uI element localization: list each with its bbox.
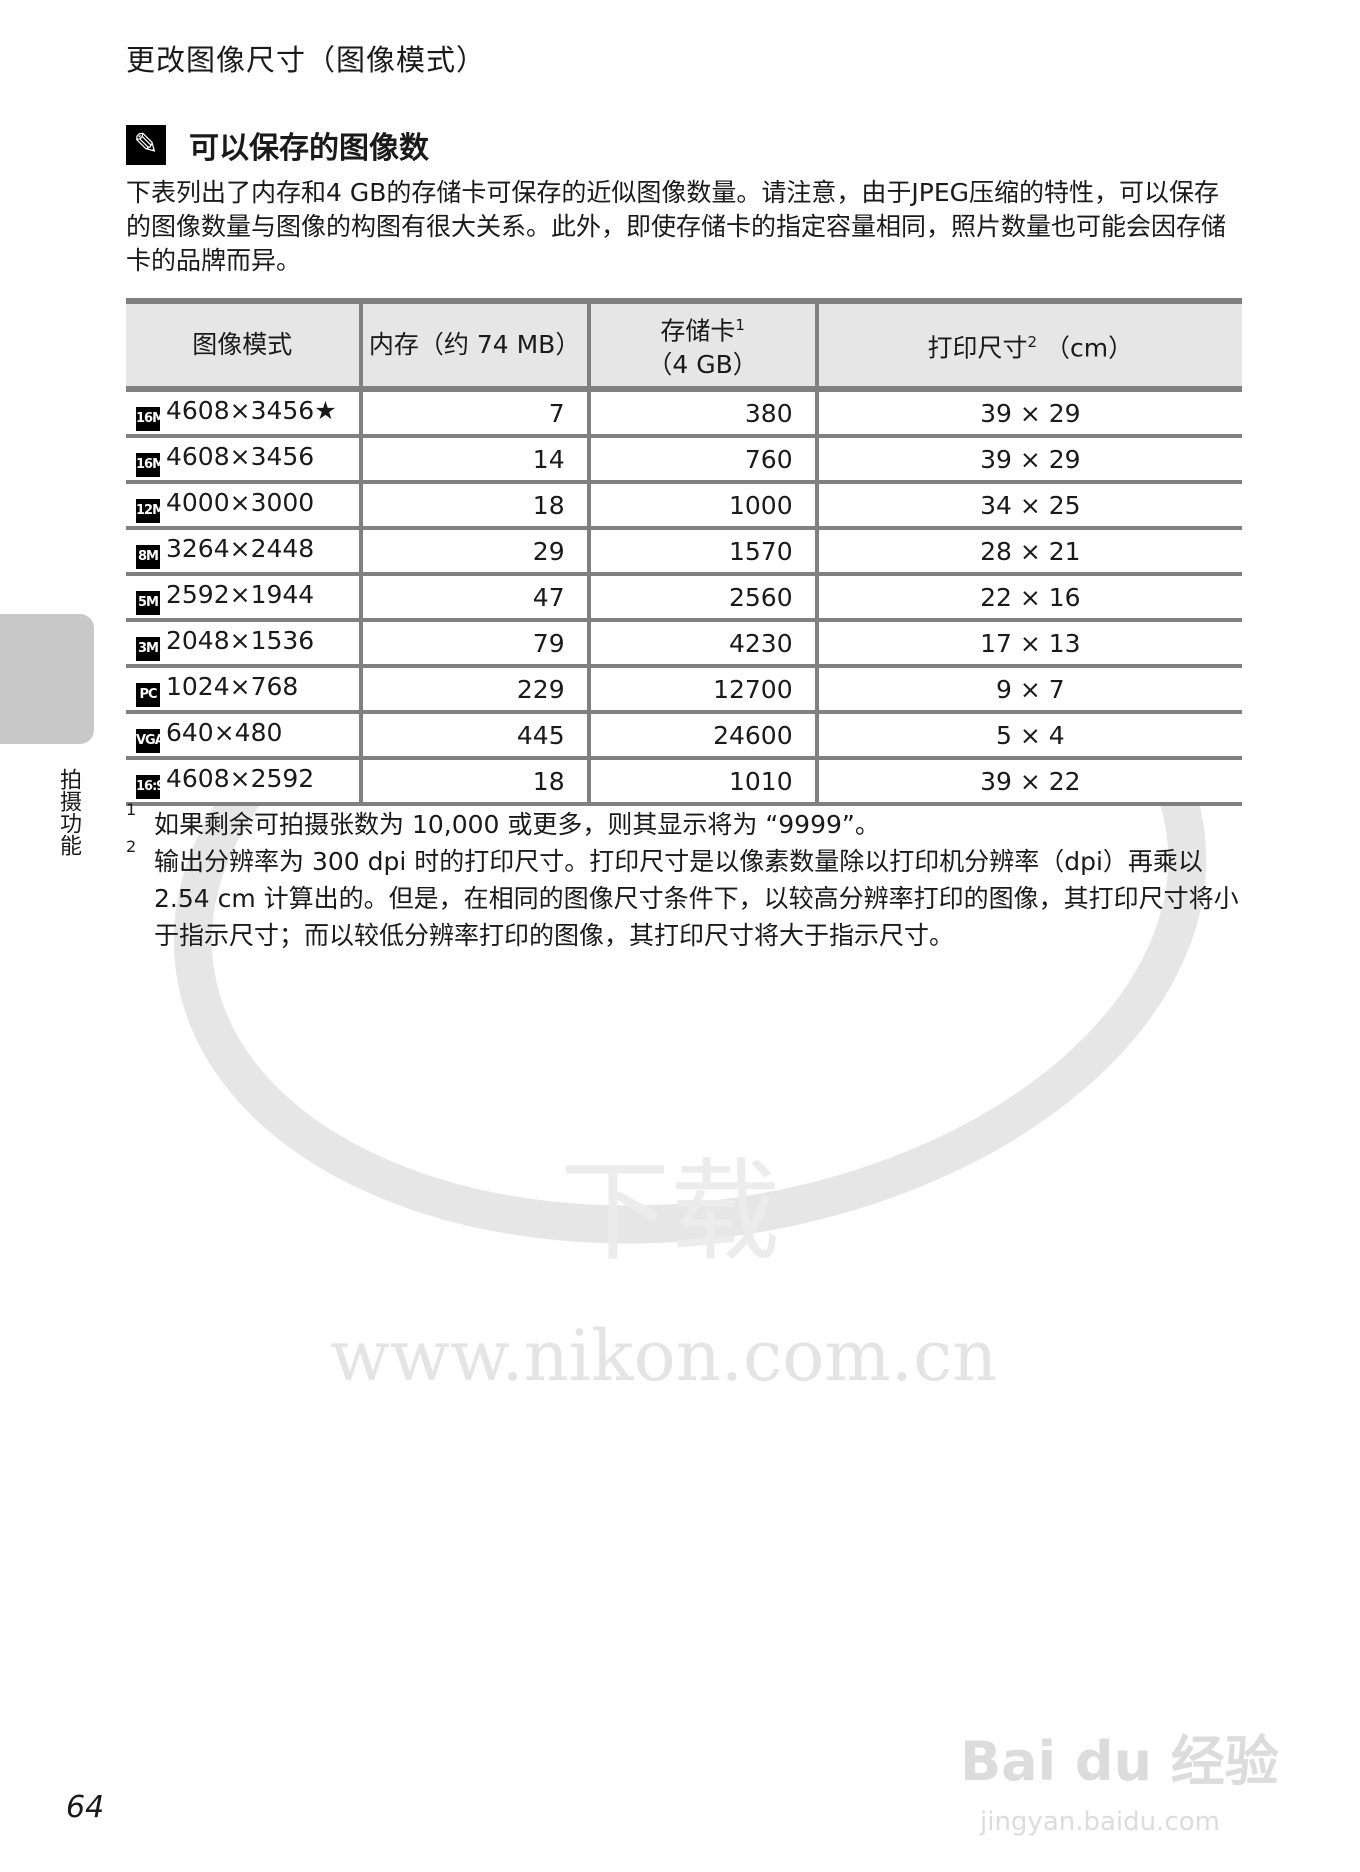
cell-internal: 29 [358,528,589,576]
image-mode-icon: 16M [136,406,165,431]
cell-internal: 229 [358,666,589,714]
mode-label: 2048×1536 [166,625,315,655]
cell-mode: 16M4608×3456 [126,436,361,484]
table-header-row: 图像模式 内存（约 74 MB） 存储卡1 （4 GB） 打印尺寸2 （cm） [126,298,1242,392]
table-row: 3M 2048×1536 79 4230 17 × 13 [126,620,1242,668]
table-row: 8M 3264×2448 29 1570 28 × 21 [126,528,1242,576]
cell-internal: 18 [358,482,589,530]
image-mode-icon: 16:9 [136,774,165,799]
mode-label: 3264×2448 [166,533,315,563]
cell-print-size: 9 × 7 [814,666,1242,714]
cell-internal: 445 [358,712,589,760]
mode-label: 640×480 [166,717,283,747]
page-number: 64 [66,1790,105,1825]
cell-print-size: 34 × 25 [814,482,1242,530]
table-row: VGA640×480 445 24600 5 × 4 [126,712,1242,760]
cell-print-size: 39 × 22 [814,758,1242,806]
cell-mode: 8M 3264×2448 [126,528,361,576]
mode-label: 1024×768 [166,671,299,701]
table-row: 16:94608×2592 18 1010 39 × 22 [126,758,1242,806]
header-card-label: 存储卡 [660,316,736,346]
cell-internal: 79 [358,620,589,668]
cell-card: 760 [586,436,817,484]
cell-card: 24600 [586,712,817,760]
table-row: 5M 2592×1944 47 2560 22 × 16 [126,574,1242,622]
header-print-unit: （cm） [1045,333,1134,363]
mode-label: 2592×1944 [166,579,315,609]
cell-card: 12700 [586,666,817,714]
baidu-url: jingyan.baidu.com [979,1807,1220,1837]
cell-mode: 5M 2592×1944 [126,574,361,622]
header-card: 存储卡1 （4 GB） [586,298,817,392]
cell-mode: VGA640×480 [126,712,361,760]
footnote-text: 如果剩余可拍摄张数为 10,000 或更多，则其显示将为 “9999”。 [154,810,880,839]
cell-mode: 12M4000×3000 [126,482,361,530]
image-mode-icon: PC [136,682,160,707]
cell-internal: 47 [358,574,589,622]
section-tab [0,614,94,744]
footnote-ref: 1 [735,315,745,334]
cell-print-size: 39 × 29 [814,436,1242,484]
table-row: 16M4608×3456 14 760 39 × 29 [126,436,1242,484]
section-heading: 可以保存的图像数 [189,131,429,166]
footnote-1: 1 如果剩余可拍摄张数为 10,000 或更多，则其显示将为 “9999”。 [126,800,1242,843]
footnote-ref: 2 [1027,332,1038,351]
cell-card: 1570 [586,528,817,576]
image-mode-icon: 5M [136,590,160,615]
cell-print-size: 22 × 16 [814,574,1242,622]
mode-label: 4000×3000 [166,487,315,517]
header-internal: 内存（约 74 MB） [358,298,589,392]
mode-label: 4608×3456 [166,441,315,471]
cell-mode: 16:94608×2592 [126,758,361,806]
cell-print-size: 17 × 13 [814,620,1242,668]
footnote-2: 2 输出分辨率为 300 dpi 时的打印尺寸。打印尺寸是以像素数量除以打印机分… [126,837,1242,954]
cell-print-size: 28 × 21 [814,528,1242,576]
footnote-text: 输出分辨率为 300 dpi 时的打印尺寸。打印尺寸是以像素数量除以打印机分辨率… [154,847,1239,950]
header-card-capacity: （4 GB） [647,350,758,380]
image-mode-icon: 12M [136,498,165,523]
cell-internal: 18 [358,758,589,806]
watermark-center: 下载 [560,1148,780,1276]
baidu-logo: Bai du 经验 [960,1730,1279,1793]
image-mode-icon: 16M [136,452,165,477]
cell-internal: 7 [358,389,589,438]
intro-text: 下表列出了内存和4 GB的存储卡可保存的近似图像数量。请注意，由于JPEG压缩的… [126,178,1227,275]
cell-card: 2560 [586,574,817,622]
cell-card: 4230 [586,620,817,668]
image-mode-icon: VGA [136,728,165,753]
cell-mode: 3M 2048×1536 [126,620,361,668]
footnote-mark: 1 [126,800,137,819]
cell-mode: 16M4608×3456★ [126,389,361,438]
header-print-label: 打印尺寸 [927,333,1028,363]
image-mode-icon: 3M [136,636,160,661]
intro-paragraph: 下表列出了内存和4 GB的存储卡可保存的近似图像数量。请注意，由于JPEG压缩的… [126,176,1242,278]
image-mode-icon: 8M [136,544,160,569]
cell-card: 1010 [586,758,817,806]
cell-print-size: 39 × 29 [814,389,1242,438]
watermark-url: www.nikon.com.cn [330,1315,997,1397]
pencil-note-icon: ✎ [126,125,166,165]
cell-internal: 14 [358,436,589,484]
page-content: 更改图像尺寸（图像模式） ✎ 可以保存的图像数 下表列出了内存和4 GB的存储卡… [126,40,1242,954]
section-heading-row: ✎ 可以保存的图像数 [126,124,1242,166]
cell-print-size: 5 × 4 [814,712,1242,760]
table-row: 12M4000×3000 18 1000 34 × 25 [126,482,1242,530]
cell-card: 1000 [586,482,817,530]
image-count-table: 图像模式 内存（约 74 MB） 存储卡1 （4 GB） 打印尺寸2 （cm） … [126,298,1242,806]
footnote-mark: 2 [126,837,137,856]
section-tab-label: 拍摄功能 [56,768,81,856]
header-mode: 图像模式 [126,298,361,392]
page-title: 更改图像尺寸（图像模式） [126,43,487,77]
mode-label: 4608×2592 [166,763,315,793]
table-row: 16M4608×3456★ 7 380 39 × 29 [126,389,1242,438]
cell-mode: PC 1024×768 [126,666,361,714]
table-row: PC 1024×768 229 12700 9 × 7 [126,666,1242,714]
header-print: 打印尺寸2 （cm） [814,298,1242,392]
mode-label: 4608×3456★ [166,395,337,425]
cell-card: 380 [586,389,817,438]
